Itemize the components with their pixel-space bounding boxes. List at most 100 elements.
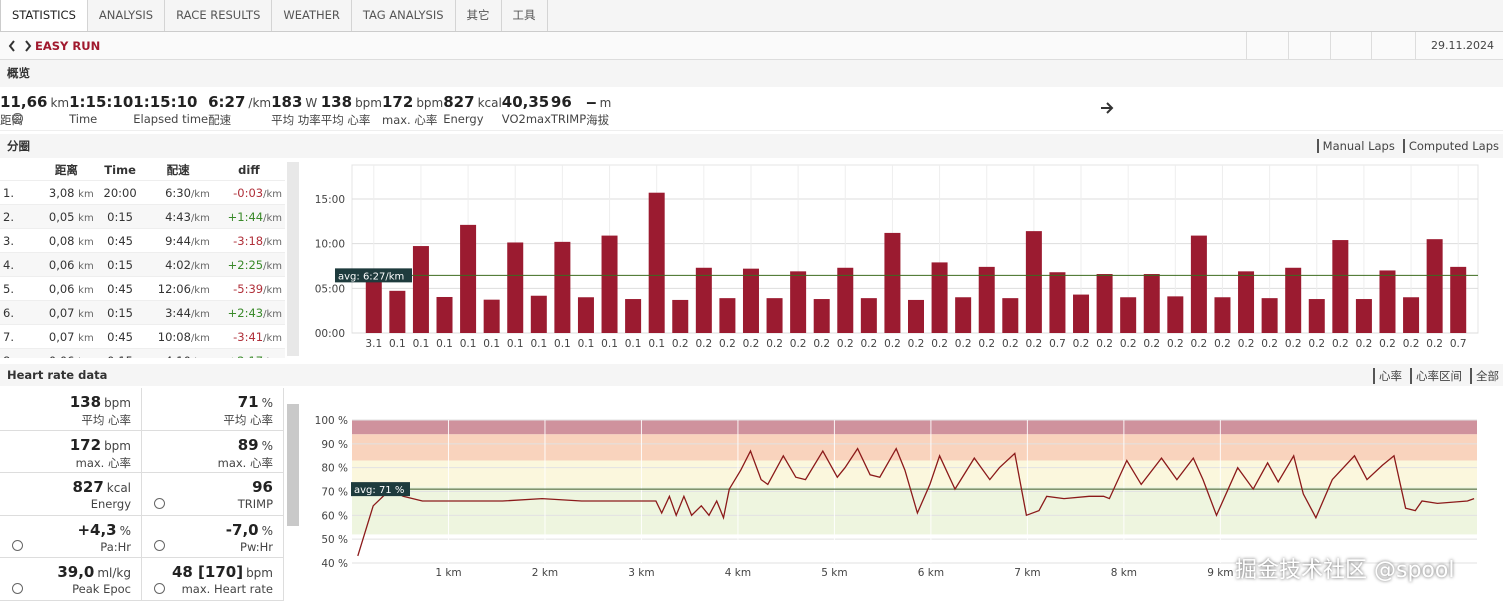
laps-chart: 00:00 05:00 10:00 15:00 3.1 0.1 0.1 0.1 0.1 0.1 0.… xyxy=(315,164,1479,350)
bar xyxy=(554,241,571,333)
unit: km xyxy=(78,188,94,200)
bar xyxy=(1073,294,1090,333)
bar xyxy=(790,271,807,333)
bar xyxy=(837,267,854,333)
laps-table-panel: 距离 Time 配速 diff 1. 3,08 km 20:00 6:30/km -0:03/k… xyxy=(0,160,285,358)
lap-row: 7. 0,07 km 0:45 10:08/km -3:41/km xyxy=(0,324,285,349)
view-link[interactable]: Manual Laps xyxy=(1316,139,1395,153)
lap-number: 8. xyxy=(0,348,36,358)
lap-row: 6. 0,07 km 0:15 3:44/km +2:43/km xyxy=(0,300,285,325)
bar xyxy=(672,299,689,333)
share-button[interactable] xyxy=(1246,32,1288,59)
avg-label-bg xyxy=(335,268,412,283)
distance: 0,07 xyxy=(48,329,75,344)
lap-time: 0:15 xyxy=(96,300,144,325)
stat-cell: 40,35 VO2max xyxy=(12,88,551,130)
lap-number: 4. xyxy=(0,252,36,277)
tools-button[interactable] xyxy=(1371,32,1416,59)
unit: km xyxy=(78,212,94,224)
x-tick-label: 0.1 xyxy=(601,338,618,350)
lap-distance: 0,06 km xyxy=(36,348,97,358)
unit: km xyxy=(78,284,94,296)
stat-cell: 1:15:10 Elapsed time xyxy=(133,88,208,130)
x-tick-label: 3 km xyxy=(628,567,654,579)
y-tick-label: 60 % xyxy=(321,510,348,522)
lap-pace: 10:08/km xyxy=(143,324,213,349)
view-link[interactable]: Computed Laps xyxy=(1402,139,1499,153)
tab[interactable]: WEATHER xyxy=(272,0,352,31)
stat-unit: kcal xyxy=(106,481,131,495)
view-link[interactable]: 心率区间 xyxy=(1410,368,1462,384)
edit-button[interactable] xyxy=(1329,32,1372,59)
lap-diff: +2:43/km xyxy=(212,300,285,325)
hr-stat-cell: 96 TRIMP xyxy=(142,473,284,516)
lap-row: 4. 0,06 km 0:15 4:02/km +2:25/km xyxy=(0,252,285,277)
stat-unit: km xyxy=(50,96,70,110)
view-link[interactable]: 心率 xyxy=(1373,368,1402,384)
lap-diff: -0:03/km xyxy=(212,180,285,205)
distance: 0,05 xyxy=(48,209,75,224)
x-tick-label: 0.2 xyxy=(1073,338,1090,350)
scrollbar[interactable] xyxy=(287,162,299,356)
bar xyxy=(483,299,500,333)
unit: /km xyxy=(190,260,210,272)
y-tick-label: 00:00 xyxy=(315,328,345,340)
x-tick-label: 3.1 xyxy=(365,338,382,350)
stat-label: VO2max xyxy=(501,112,551,126)
stat-label: max. 心率 xyxy=(217,455,273,470)
scrollbar[interactable] xyxy=(287,404,299,526)
laps-table: 距离 Time 配速 diff 1. 3,08 km 20:00 6:30/km -0:03/k… xyxy=(0,160,285,358)
tab[interactable]: RACE RESULTS xyxy=(165,0,273,31)
lap-diff: -3:18/km xyxy=(212,228,285,253)
hr-chart: 40 % 50 % 60 % 70 % 80 % 90 % 100 % 1 km 2 km 3 k… xyxy=(315,415,1477,579)
stat-label: Pa:Hr xyxy=(100,539,131,554)
tab[interactable]: ANALYSIS xyxy=(88,0,166,31)
x-tick-label: 0.7 xyxy=(1049,338,1066,350)
tab[interactable]: 其它 xyxy=(456,0,502,31)
stat-label: max. 心率 xyxy=(382,113,438,127)
hr-stat-cell: 48 [170] bpm max. Heart rate xyxy=(142,558,284,601)
stat-label: TRIMP xyxy=(237,497,273,511)
column-header: 配速 xyxy=(143,160,213,181)
help-icon xyxy=(154,497,165,509)
lap-distance: 0,06 km xyxy=(36,276,97,301)
stat-unit: % xyxy=(261,438,273,453)
stat-value: 172 xyxy=(382,93,414,111)
bar xyxy=(577,297,594,333)
stat-value-line: 48 [170] bpm xyxy=(142,563,273,581)
y-tick-label: 40 % xyxy=(321,558,348,570)
lap-pace: 4:02/km xyxy=(143,252,213,277)
stat-value: 96 xyxy=(252,478,273,496)
view-link[interactable]: 全部 xyxy=(1470,368,1499,384)
stat-value: 1:15:10 xyxy=(69,93,134,111)
tab[interactable]: TAG ANALYSIS xyxy=(352,0,456,31)
x-tick-label: 0.2 xyxy=(1096,338,1113,350)
nav-arrows[interactable] xyxy=(8,40,32,52)
x-tick-label: 0.2 xyxy=(1261,338,1278,350)
tab[interactable]: STATISTICS xyxy=(0,0,88,31)
hr-zone xyxy=(352,460,1477,487)
stat-value: 138 xyxy=(69,393,102,411)
stat-cell: 11,66 km 距离 xyxy=(0,88,69,130)
stat-value-line: 6:27/km xyxy=(208,93,271,111)
bar xyxy=(601,235,618,333)
avg-label-bg xyxy=(351,482,410,497)
x-tick-label: 1 km xyxy=(435,567,461,579)
stat-cell: 183 W 平均 功率 xyxy=(271,88,321,130)
x-tick-label: 0.2 xyxy=(1120,338,1137,350)
stat-cell: 138 bpm 平均 心率 xyxy=(321,88,382,130)
lap-time: 20:00 xyxy=(96,180,144,205)
help-icon xyxy=(12,540,23,551)
hr-line xyxy=(357,447,1475,557)
overview-heading: 概览 xyxy=(0,60,1503,87)
download-button[interactable] xyxy=(1287,32,1330,59)
lap-distance: 0,07 km xyxy=(36,300,97,325)
bar xyxy=(1403,297,1420,333)
tab[interactable]: 工具 xyxy=(502,0,548,31)
stat-value: ‒ xyxy=(586,93,597,111)
hr-stat-cell: 172 bpm max. 心率 xyxy=(0,430,142,473)
stat-value-line: 1:15:10 xyxy=(133,93,208,111)
avg-label: avg: 6:27/km xyxy=(338,271,404,282)
pace: 10:08 xyxy=(157,329,191,344)
bar xyxy=(1332,240,1349,333)
